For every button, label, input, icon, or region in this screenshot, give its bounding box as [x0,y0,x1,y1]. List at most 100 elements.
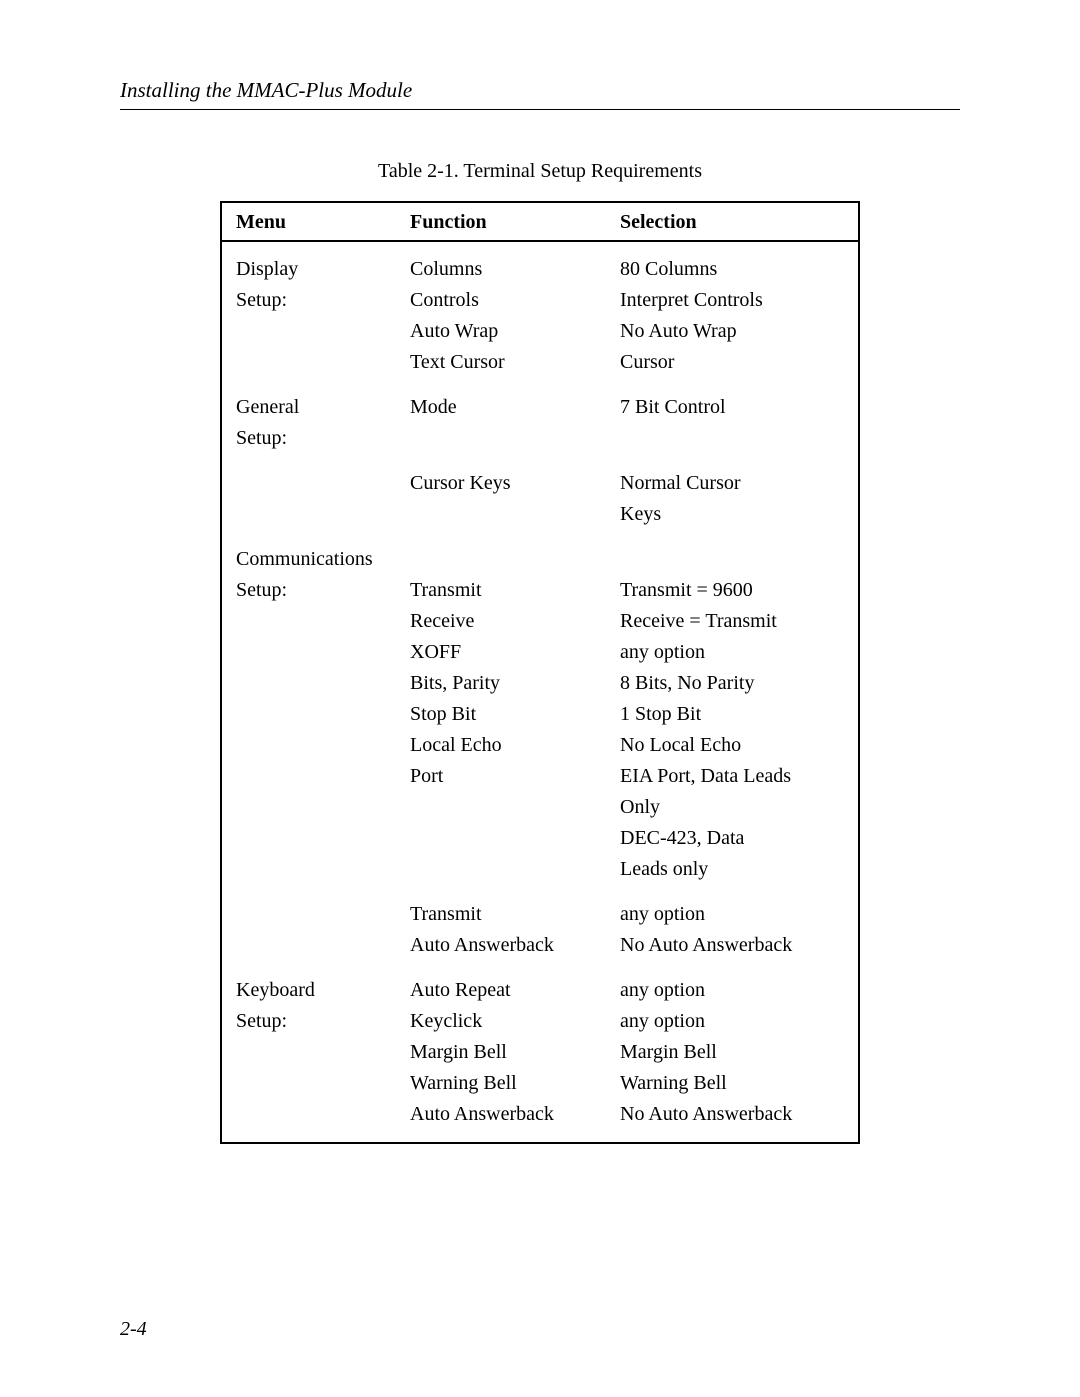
table-cell: EIA Port, Data Leads [606,761,859,792]
table-cell: Cursor [606,347,859,378]
table-cell: No Auto Answerback [606,1099,859,1143]
table-cell: 7 Bit Control [606,392,859,423]
table-row [221,454,859,468]
table-cell: Receive = Transmit [606,606,859,637]
table-cell: Auto Answerback [396,1099,606,1143]
table-row: XOFFany option [221,637,859,668]
table-cell: DEC-423, Data [606,823,859,854]
table-cell: Interpret Controls [606,285,859,316]
table-cell: Auto Repeat [396,975,606,1006]
table-cell [221,316,396,347]
table-cell: Controls [396,285,606,316]
table-row: Transmitany option [221,899,859,930]
table-cell: 80 Columns [606,241,859,285]
table-cell [606,423,859,454]
table-row: Setup:ControlsInterpret Controls [221,285,859,316]
spacer-cell [221,885,859,899]
table-row: GeneralMode7 Bit Control [221,392,859,423]
table-cell: any option [606,637,859,668]
table-cell [396,544,606,575]
table-row: PortEIA Port, Data Leads [221,761,859,792]
col-header-selection: Selection [606,202,859,241]
table-cell: No Auto Wrap [606,316,859,347]
table-row: KeyboardAuto Repeatany option [221,975,859,1006]
table-cell: 8 Bits, No Parity [606,668,859,699]
running-header: Installing the MMAC-Plus Module [120,78,960,103]
table-row [221,885,859,899]
table-cell: No Local Echo [606,730,859,761]
table-row: Warning BellWarning Bell [221,1068,859,1099]
table-cell: Warning Bell [606,1068,859,1099]
table-cell: Mode [396,392,606,423]
table-row: Bits, Parity8 Bits, No Parity [221,668,859,699]
table-cell: Auto Answerback [396,930,606,961]
table-cell [396,854,606,885]
table-cell [606,544,859,575]
table-cell: Communications [221,544,396,575]
table-body: DisplayColumns80 ColumnsSetup:ControlsIn… [221,241,859,1143]
table-cell: Setup: [221,285,396,316]
table-row: Only [221,792,859,823]
spacer-cell [221,378,859,392]
table-cell: Transmit [396,575,606,606]
table-cell [221,854,396,885]
table-cell: any option [606,899,859,930]
table-wrapper: Menu Function Selection DisplayColumns80… [220,201,860,1144]
table-cell: Port [396,761,606,792]
table-row: Text CursorCursor [221,347,859,378]
document-page: Installing the MMAC-Plus Module Table 2-… [0,0,1080,1397]
table-cell: No Auto Answerback [606,930,859,961]
spacer-cell [221,454,859,468]
table-cell: Receive [396,606,606,637]
terminal-setup-table: Menu Function Selection DisplayColumns80… [220,201,860,1144]
table-row: DisplayColumns80 Columns [221,241,859,285]
table-cell: Setup: [221,423,396,454]
table-cell [221,761,396,792]
table-cell [221,468,396,499]
table-cell: Keyclick [396,1006,606,1037]
table-cell [221,668,396,699]
table-cell: Transmit [396,899,606,930]
table-cell [221,1068,396,1099]
page-number: 2-4 [120,1318,147,1341]
table-cell [221,1037,396,1068]
table-cell: any option [606,975,859,1006]
table-cell [221,899,396,930]
table-cell: Bits, Parity [396,668,606,699]
table-cell [221,823,396,854]
table-cell: Normal Cursor [606,468,859,499]
table-cell: Stop Bit [396,699,606,730]
table-cell [221,499,396,530]
table-cell: Margin Bell [396,1037,606,1068]
table-cell: Columns [396,241,606,285]
table-cell [396,499,606,530]
table-cell: Margin Bell [606,1037,859,1068]
table-row: Setup: [221,423,859,454]
table-cell: Cursor Keys [396,468,606,499]
table-cell [221,637,396,668]
table-cell: Setup: [221,1006,396,1037]
table-cell [396,792,606,823]
table-row: DEC-423, Data [221,823,859,854]
table-caption: Table 2-1. Terminal Setup Requirements [120,160,960,183]
table-row: Communications [221,544,859,575]
table-cell: Local Echo [396,730,606,761]
table-row: Keys [221,499,859,530]
header-rule [120,109,960,110]
col-header-menu: Menu [221,202,396,241]
table-cell: Leads only [606,854,859,885]
table-row: Setup:TransmitTransmit = 9600 [221,575,859,606]
table-row: Setup:Keyclickany option [221,1006,859,1037]
spacer-cell [221,530,859,544]
table-cell [221,347,396,378]
table-cell [396,423,606,454]
table-row: Margin BellMargin Bell [221,1037,859,1068]
table-row: ReceiveReceive = Transmit [221,606,859,637]
table-cell: Display [221,241,396,285]
table-cell: 1 Stop Bit [606,699,859,730]
table-cell [221,699,396,730]
table-cell: Setup: [221,575,396,606]
table-cell: Keyboard [221,975,396,1006]
table-cell: Transmit = 9600 [606,575,859,606]
table-row: Stop Bit1 Stop Bit [221,699,859,730]
